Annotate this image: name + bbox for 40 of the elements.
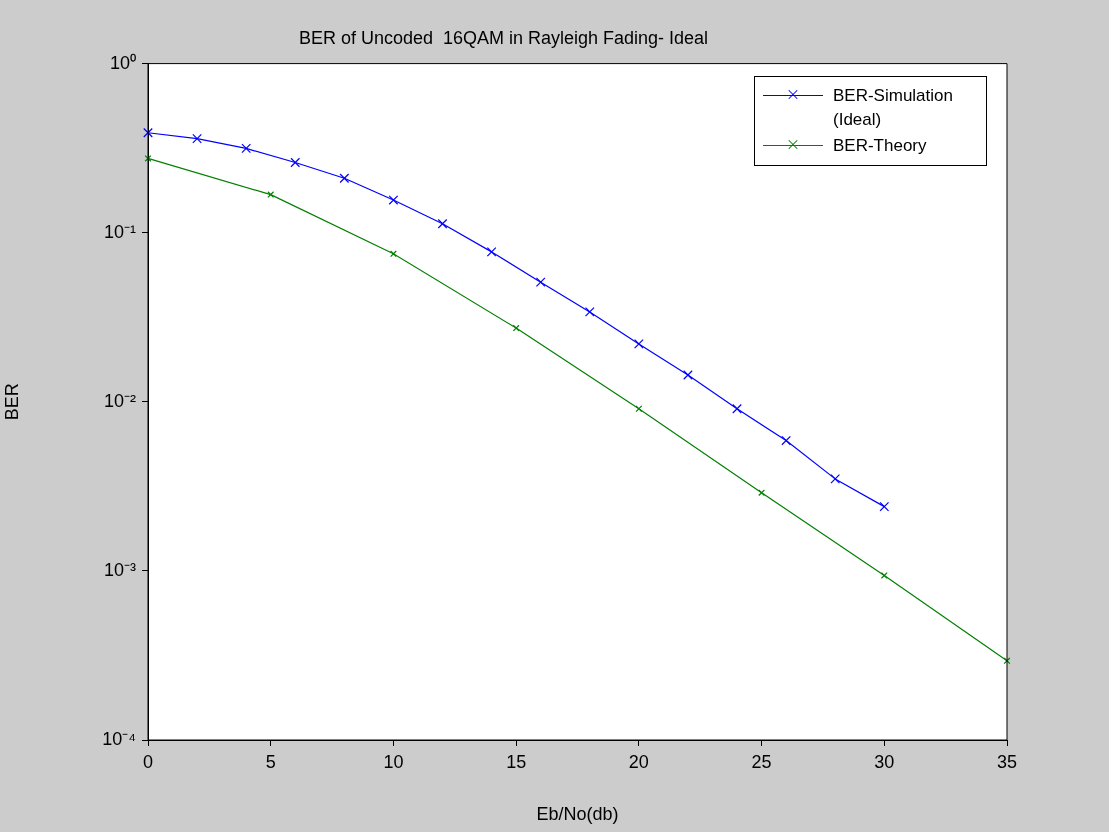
x-tick-label: 35 — [996, 751, 1018, 772]
point — [781, 435, 791, 446]
chart-title: BER of Uncoded 16QAM in Rayleigh Fading- Ideal — [298, 27, 709, 48]
point — [584, 307, 595, 317]
x-axis-title: Eb/No(db) — [536, 804, 619, 825]
point — [758, 489, 765, 497]
y-tick-label: 10⁻⁴ — [102, 728, 136, 749]
point — [634, 339, 644, 349]
y-tick-label: 10⁻² — [103, 390, 137, 411]
point — [143, 127, 153, 138]
legend-label: BER-Simulation (Ideal) — [833, 84, 954, 131]
point — [241, 143, 252, 154]
y-tick-label: 10⁻³ — [103, 559, 137, 580]
point — [290, 157, 301, 168]
y-axis-title: BER — [1, 383, 22, 421]
point — [192, 133, 202, 144]
x-tick-label: 20 — [628, 751, 649, 772]
point — [732, 403, 742, 414]
point — [879, 501, 890, 512]
point — [339, 173, 350, 184]
x-tick-label: 25 — [751, 751, 772, 772]
x-tick-label: 5 — [265, 751, 276, 772]
point — [683, 370, 693, 380]
point — [512, 324, 520, 332]
legend-label: BER-Theory — [833, 134, 928, 157]
point — [437, 218, 448, 229]
point — [388, 195, 399, 205]
point — [390, 250, 397, 258]
point — [830, 474, 841, 484]
x-tick-label: 10 — [383, 751, 404, 772]
x-tick-label: 15 — [506, 751, 527, 772]
x-tick-label: 0 — [142, 751, 154, 772]
point — [486, 247, 497, 257]
y-tick-label: 10⁰ — [109, 52, 136, 73]
x-tick-label: 30 — [874, 751, 895, 772]
y-tick-label: 10⁻¹ — [103, 221, 137, 242]
point — [535, 277, 546, 287]
point — [635, 405, 643, 413]
point — [880, 572, 888, 579]
point — [267, 191, 275, 199]
